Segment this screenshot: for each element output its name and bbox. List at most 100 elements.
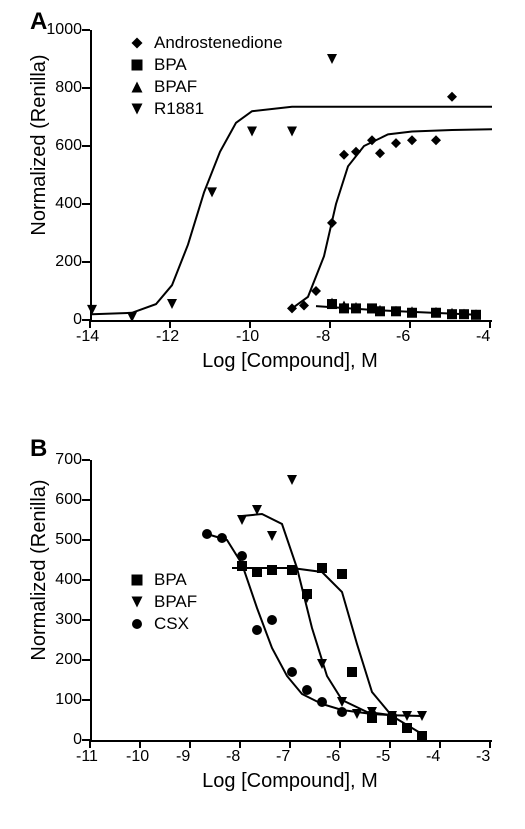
legend-marker-icon xyxy=(130,617,144,631)
legend-entry: BPA xyxy=(130,55,187,75)
y-tick-label: 200 xyxy=(36,253,82,271)
y-tick xyxy=(82,579,90,581)
data-point xyxy=(327,218,337,228)
data-point xyxy=(287,127,297,137)
data-point xyxy=(375,148,385,158)
data-point xyxy=(351,147,361,157)
data-point xyxy=(252,625,262,635)
series-curve xyxy=(242,514,422,716)
panel-b-x-label: Log [Compound], M xyxy=(90,770,490,793)
legend-marker-icon xyxy=(130,102,144,116)
x-tick-label: -10 xyxy=(236,328,259,346)
y-tick-label: 400 xyxy=(36,571,82,589)
x-tick xyxy=(489,320,491,328)
y-tick xyxy=(82,87,90,89)
legend-label: BPAF xyxy=(154,592,197,612)
x-tick xyxy=(389,740,391,748)
data-point xyxy=(217,533,227,543)
y-tick-label: 700 xyxy=(36,451,82,469)
x-tick xyxy=(239,740,241,748)
data-point xyxy=(267,565,277,575)
y-tick xyxy=(82,499,90,501)
y-tick xyxy=(82,145,90,147)
legend-marker-icon xyxy=(130,80,144,94)
data-point xyxy=(337,569,347,579)
y-tick-label: 300 xyxy=(36,611,82,629)
figure: A Normalized (Renilla) Log [Compound], M… xyxy=(0,0,525,829)
data-point xyxy=(352,709,362,719)
y-tick-label: 500 xyxy=(36,531,82,549)
x-tick xyxy=(169,320,171,328)
y-tick-label: 600 xyxy=(36,491,82,509)
panel-a: A Normalized (Renilla) Log [Compound], M… xyxy=(0,0,525,400)
legend-label: R1881 xyxy=(154,99,204,119)
data-point xyxy=(247,127,257,137)
data-point xyxy=(391,138,401,148)
y-tick xyxy=(82,539,90,541)
data-point xyxy=(267,615,277,625)
y-tick-label: 400 xyxy=(36,195,82,213)
x-tick xyxy=(489,740,491,748)
y-tick xyxy=(82,203,90,205)
y-tick-label: 100 xyxy=(36,691,82,709)
x-tick-label: -4 xyxy=(426,748,440,766)
data-point xyxy=(402,723,412,733)
data-point xyxy=(287,475,297,485)
data-point xyxy=(367,710,377,720)
y-tick xyxy=(82,699,90,701)
x-tick xyxy=(139,740,141,748)
legend-entry: R1881 xyxy=(130,99,204,119)
x-tick-label: -8 xyxy=(316,328,330,346)
legend-label: BPAF xyxy=(154,77,197,97)
data-point xyxy=(327,54,337,64)
x-tick-label: -5 xyxy=(376,748,390,766)
data-point xyxy=(267,531,277,541)
y-tick xyxy=(82,659,90,661)
y-tick xyxy=(82,459,90,461)
data-point xyxy=(347,667,357,677)
x-tick xyxy=(339,740,341,748)
y-tick xyxy=(82,29,90,31)
x-tick-label: -4 xyxy=(476,328,490,346)
legend-marker-icon xyxy=(130,595,144,609)
x-tick-label: -12 xyxy=(156,328,179,346)
data-point xyxy=(431,135,441,145)
y-tick-label: 600 xyxy=(36,137,82,155)
y-tick xyxy=(82,261,90,263)
x-tick-label: -11 xyxy=(76,748,98,766)
data-point xyxy=(417,731,427,741)
series-curve xyxy=(232,568,422,734)
y-tick-label: 1000 xyxy=(36,21,82,39)
y-tick xyxy=(82,319,90,321)
series-curve xyxy=(92,107,492,314)
panel-a-x-label: Log [Compound], M xyxy=(90,350,490,373)
y-tick-label: 0 xyxy=(36,731,82,749)
x-tick xyxy=(289,740,291,748)
legend-marker-icon xyxy=(130,36,144,50)
data-point xyxy=(302,685,312,695)
data-point xyxy=(337,707,347,717)
legend-entry: Androstenedione xyxy=(130,33,283,53)
y-tick-label: 200 xyxy=(36,651,82,669)
data-point xyxy=(127,312,137,322)
data-point xyxy=(447,92,457,102)
data-point xyxy=(237,515,247,525)
data-point xyxy=(317,659,327,669)
data-point xyxy=(207,187,217,197)
data-point xyxy=(317,697,327,707)
legend-entry: BPAF xyxy=(130,592,197,612)
y-tick xyxy=(82,739,90,741)
x-tick xyxy=(89,740,91,748)
x-tick-label: -8 xyxy=(226,748,240,766)
x-tick-label: -6 xyxy=(396,328,410,346)
legend-label: Androstenedione xyxy=(154,33,283,53)
data-point xyxy=(407,135,417,145)
y-tick xyxy=(82,619,90,621)
legend-marker-icon xyxy=(130,573,144,587)
x-tick xyxy=(89,320,91,328)
x-tick-label: -6 xyxy=(326,748,340,766)
data-point xyxy=(252,567,262,577)
x-tick xyxy=(329,320,331,328)
y-tick-label: 0 xyxy=(36,311,82,329)
x-tick xyxy=(249,320,251,328)
